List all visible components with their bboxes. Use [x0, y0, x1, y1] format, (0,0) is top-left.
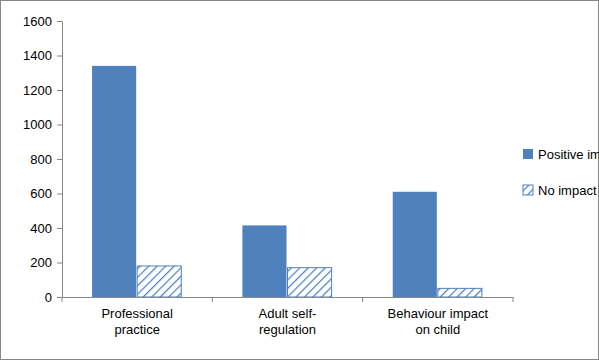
- y-tick-mark: [57, 90, 62, 91]
- y-tick-label: 1600: [23, 14, 52, 29]
- y-tick: 400: [30, 221, 62, 236]
- y-tick-mark: [57, 159, 62, 160]
- x-tick-label: Adult self-regulation: [259, 306, 317, 337]
- y-tick-mark: [57, 56, 62, 57]
- legend-item: Positive impact: [523, 147, 599, 162]
- y-tick: 200: [30, 255, 62, 270]
- x-tick-label-line: Behaviour impact: [388, 306, 489, 321]
- x-tick: Professionalpractice: [101, 297, 173, 337]
- x-axis: Professionalpractice Adult self-regulatio…: [62, 297, 514, 337]
- y-tick: 0: [45, 290, 62, 305]
- legend-label: No impact: [538, 183, 597, 198]
- bars: [92, 66, 482, 297]
- bar: [137, 266, 181, 297]
- y-tick-label: 1400: [23, 48, 52, 63]
- y-tick: 1600: [23, 14, 62, 29]
- y-tick-label: 200: [30, 255, 52, 270]
- y-tick-label: 1200: [23, 83, 52, 98]
- y-tick-mark: [57, 21, 62, 22]
- x-tick-label-line: regulation: [259, 322, 316, 337]
- y-tick-mark: [57, 228, 62, 229]
- x-tick: Behaviour impacton child: [388, 297, 489, 337]
- x-tick-label-line: Professional: [101, 306, 173, 321]
- category-divider: [212, 297, 213, 302]
- y-tick-label: 800: [30, 152, 52, 167]
- y-tick-label: 400: [30, 221, 52, 236]
- bar: [92, 66, 136, 297]
- legend-swatch: [523, 185, 533, 195]
- y-axis-line: [62, 22, 63, 298]
- x-tick-label-line: Adult self-: [259, 306, 317, 321]
- y-tick: 800: [30, 152, 62, 167]
- chart-border: [1, 1, 599, 360]
- plot: 0 200 400 600 800 1000 1200 1400 1600 Professiona…: [23, 14, 513, 337]
- legend-swatch: [523, 149, 533, 159]
- category-dividers: [62, 297, 513, 302]
- bar: [242, 225, 286, 297]
- y-tick-mark: [57, 125, 62, 126]
- x-tick-label-line: on child: [415, 322, 460, 337]
- y-tick: 1200: [23, 83, 62, 98]
- y-axis: 0 200 400 600 800 1000 1200 1400 1600: [23, 14, 62, 305]
- y-tick: 600: [30, 186, 62, 201]
- x-axis-line: [63, 297, 514, 298]
- legend-label: Positive impact: [538, 147, 599, 162]
- legend-item: No impact: [523, 183, 597, 198]
- y-tick-mark: [57, 297, 62, 298]
- bar: [393, 192, 437, 297]
- category-divider: [362, 297, 363, 302]
- category-divider: [513, 297, 514, 302]
- x-tick-label-line: practice: [114, 322, 160, 337]
- y-tick-mark: [57, 194, 62, 195]
- x-tick-label: Professionalpractice: [101, 306, 173, 337]
- bar: [288, 268, 332, 297]
- bar: [438, 288, 482, 297]
- y-tick-mark: [57, 263, 62, 264]
- y-tick-label: 600: [30, 186, 52, 201]
- y-tick-label: 1000: [23, 117, 52, 132]
- category-divider: [62, 297, 63, 302]
- x-tick-label: Behaviour impacton child: [388, 306, 489, 337]
- y-tick: 1000: [23, 117, 62, 132]
- y-tick: 1400: [23, 48, 62, 63]
- x-tick: Adult self-regulation: [259, 297, 317, 337]
- chart: 0 200 400 600 800 1000 1200 1400 1600 Professiona…: [0, 0, 599, 360]
- y-tick-label: 0: [45, 290, 52, 305]
- legend: Positive impact No impact: [523, 147, 599, 198]
